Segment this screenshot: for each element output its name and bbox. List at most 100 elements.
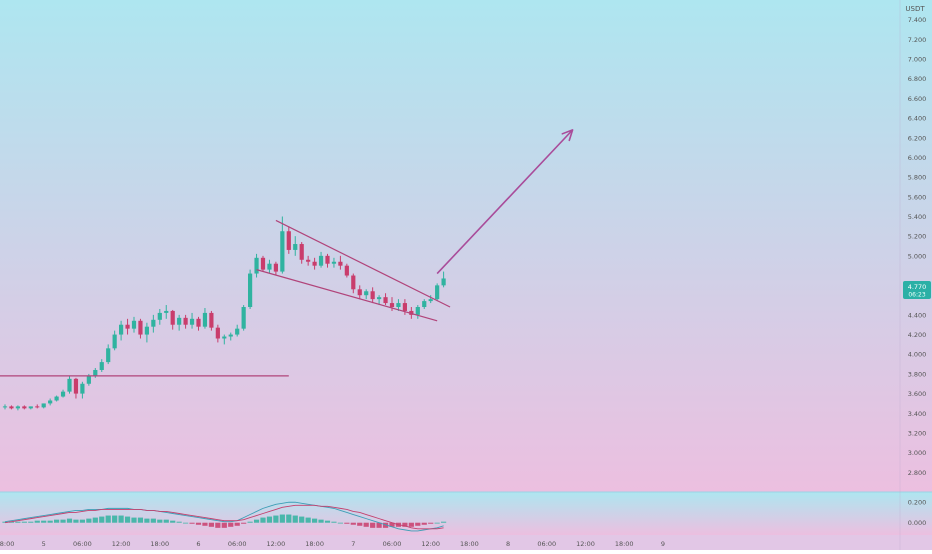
- time-tick-label: 18:00: [0, 540, 14, 548]
- macd-histogram-bar: [92, 517, 98, 523]
- candle-body: [22, 406, 27, 409]
- price-tick-label: 3.000: [908, 449, 927, 457]
- last-price-value: 4.770: [908, 283, 927, 291]
- macd-histogram-bar: [21, 521, 27, 523]
- candle: [215, 324, 220, 343]
- candle: [435, 283, 440, 302]
- candle-body: [383, 297, 388, 304]
- candle: [144, 322, 149, 343]
- macd-histogram-bar: [260, 517, 266, 523]
- candle: [202, 307, 208, 329]
- price-tick-label: 3.600: [908, 390, 927, 398]
- candle-body: [364, 291, 369, 296]
- macd-histogram-bar: [402, 522, 408, 527]
- drawings-layer: [0, 129, 574, 377]
- candle: [248, 269, 253, 309]
- candle-body: [254, 257, 259, 274]
- candle: [357, 285, 362, 300]
- candle-body: [112, 334, 117, 349]
- candle-body: [138, 320, 143, 335]
- candle-body: [273, 263, 278, 272]
- candle-body: [2, 406, 8, 408]
- candle: [189, 312, 195, 329]
- candle: [267, 259, 272, 274]
- macd-histogram-bar: [279, 514, 285, 523]
- candle-body: [144, 326, 149, 335]
- last-price-badge[interactable]: 4.770 06:23: [903, 281, 931, 299]
- indicator-axis[interactable]: 0.000 0.200: [908, 499, 927, 527]
- time-axis[interactable]: 18:00 5 06:00 12:00 18:00 6 06:00 12:00 18:00 7 06…: [0, 540, 665, 548]
- candle-body: [183, 317, 188, 325]
- macd-histogram-bar: [105, 515, 111, 523]
- candle: [235, 324, 240, 337]
- candle-body: [28, 406, 33, 409]
- macd-histogram-bar: [350, 522, 356, 525]
- time-tick-label: 8: [506, 540, 510, 548]
- candle: [131, 316, 137, 333]
- candle: [15, 405, 20, 411]
- macd-indicator: [2, 501, 447, 532]
- candle-body: [228, 334, 233, 337]
- price-axis[interactable]: 2.800 3.000 3.200 3.400 3.600 3.800 4.000 4.200…: [908, 16, 927, 477]
- candle: [441, 271, 446, 288]
- candle-body: [48, 400, 53, 404]
- candle: [119, 320, 124, 341]
- candle-body: [157, 312, 162, 320]
- price-tick-label: 7.400: [908, 16, 927, 24]
- price-tick-label: 7.200: [908, 36, 927, 44]
- macd-histogram-bar: [150, 518, 156, 523]
- candle: [164, 305, 169, 319]
- macd-histogram-bar: [292, 515, 298, 523]
- time-tick-label: 9: [661, 540, 665, 548]
- candle-body: [370, 291, 375, 300]
- macd-histogram-bar: [73, 519, 79, 523]
- candle: [331, 257, 337, 268]
- price-tick-label: 5.400: [908, 213, 927, 221]
- candle: [377, 295, 382, 306]
- price-tick-label: 6.600: [908, 95, 927, 103]
- macd-histogram-bar: [86, 518, 92, 523]
- candle: [222, 334, 227, 345]
- macd-histogram-bar: [47, 520, 53, 523]
- candle: [286, 226, 291, 254]
- candle-body: [351, 275, 356, 290]
- time-tick-label: 6: [196, 540, 200, 548]
- candle: [157, 308, 162, 325]
- candle-body: [15, 406, 20, 409]
- time-tick-label: 06:00: [73, 540, 92, 548]
- candle: [170, 309, 175, 330]
- candle: [80, 381, 85, 399]
- candle-body: [338, 261, 343, 266]
- candle: [2, 404, 8, 410]
- candle-body: [235, 328, 240, 335]
- candle-body: [396, 303, 401, 308]
- candle-body: [99, 362, 104, 370]
- price-tick-label: 6.200: [908, 134, 927, 142]
- macd-histogram-bar: [221, 522, 227, 528]
- candle: [241, 305, 246, 331]
- candle-body: [119, 324, 124, 335]
- candle-body: [331, 261, 337, 264]
- candle: [428, 295, 433, 304]
- candle-body: [93, 369, 98, 376]
- macd-histogram-bar: [421, 522, 427, 525]
- candle: [60, 389, 66, 398]
- candle: [325, 253, 330, 268]
- candle: [422, 299, 427, 309]
- price-tick-label: 3.400: [908, 410, 927, 418]
- target-arrow-shaft: [436, 129, 574, 275]
- candle-body: [280, 231, 285, 272]
- candle-body: [67, 378, 72, 392]
- candle: [48, 398, 53, 406]
- macd-histogram-bar: [34, 520, 40, 523]
- candle: [318, 251, 324, 268]
- price-tick-label: 3.200: [908, 429, 927, 437]
- candle-body: [441, 278, 446, 286]
- candle-body: [202, 312, 208, 327]
- candle: [73, 377, 79, 399]
- price-tick-label: 6.400: [908, 115, 927, 123]
- macd-histogram-bar: [189, 522, 195, 524]
- candle-body: [80, 383, 85, 394]
